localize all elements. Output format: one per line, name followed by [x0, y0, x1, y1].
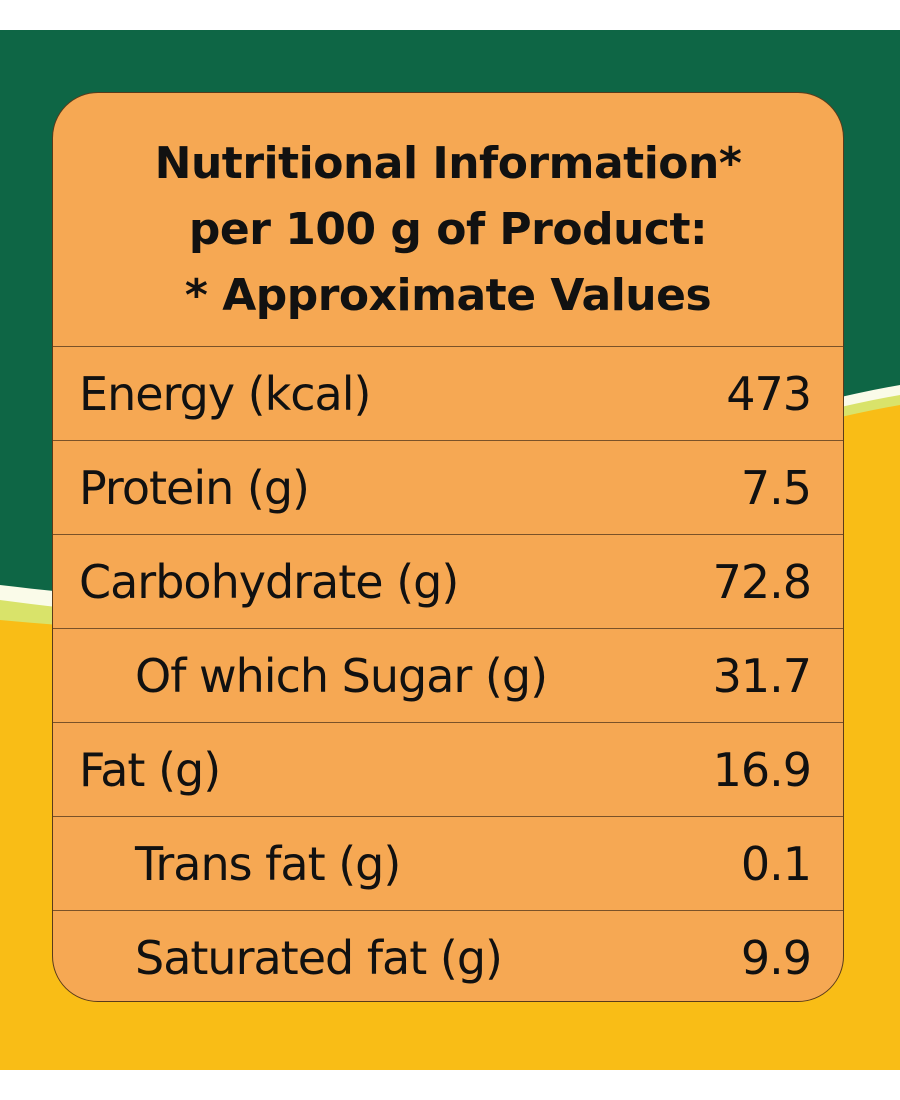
row-label: Protein (g): [79, 460, 310, 515]
header-title: Nutritional Information*: [154, 138, 742, 189]
row-label: Of which Sugar (g): [135, 648, 548, 703]
row-value: 0.1: [740, 836, 812, 891]
row-label: Carbohydrate (g): [79, 554, 459, 609]
row-label: Saturated fat (g): [135, 931, 503, 985]
row-value: 9.9: [740, 931, 812, 985]
table-row-carbohydrate: Carbohydrate (g) 72.8: [53, 535, 843, 629]
table-row-fat: Fat (g) 16.9: [53, 723, 843, 817]
row-label: Trans fat (g): [135, 836, 401, 891]
header-note: * Approximate Values: [184, 270, 712, 321]
table-row-sugar: Of which Sugar (g) 31.7: [53, 629, 843, 723]
row-value: 16.9: [712, 742, 812, 797]
row-value: 473: [726, 366, 812, 421]
row-label: Energy (kcal): [79, 366, 371, 421]
table-row-saturated-fat: Saturated fat (g) 9.9: [53, 911, 843, 1001]
row-label: Fat (g): [79, 742, 221, 797]
table-row-energy: Energy (kcal) 473: [53, 347, 843, 441]
row-value: 72.8: [712, 554, 812, 609]
header-serving: per 100 g of Product:: [188, 204, 708, 255]
table-row-protein: Protein (g) 7.5: [53, 441, 843, 535]
row-value: 7.5: [740, 460, 812, 515]
row-value: 31.7: [712, 648, 812, 703]
nutrition-panel: Nutritional Information* per 100 g of Pr…: [52, 92, 844, 1002]
table-row-trans-fat: Trans fat (g) 0.1: [53, 817, 843, 911]
nutrition-header: Nutritional Information* per 100 g of Pr…: [53, 93, 843, 347]
